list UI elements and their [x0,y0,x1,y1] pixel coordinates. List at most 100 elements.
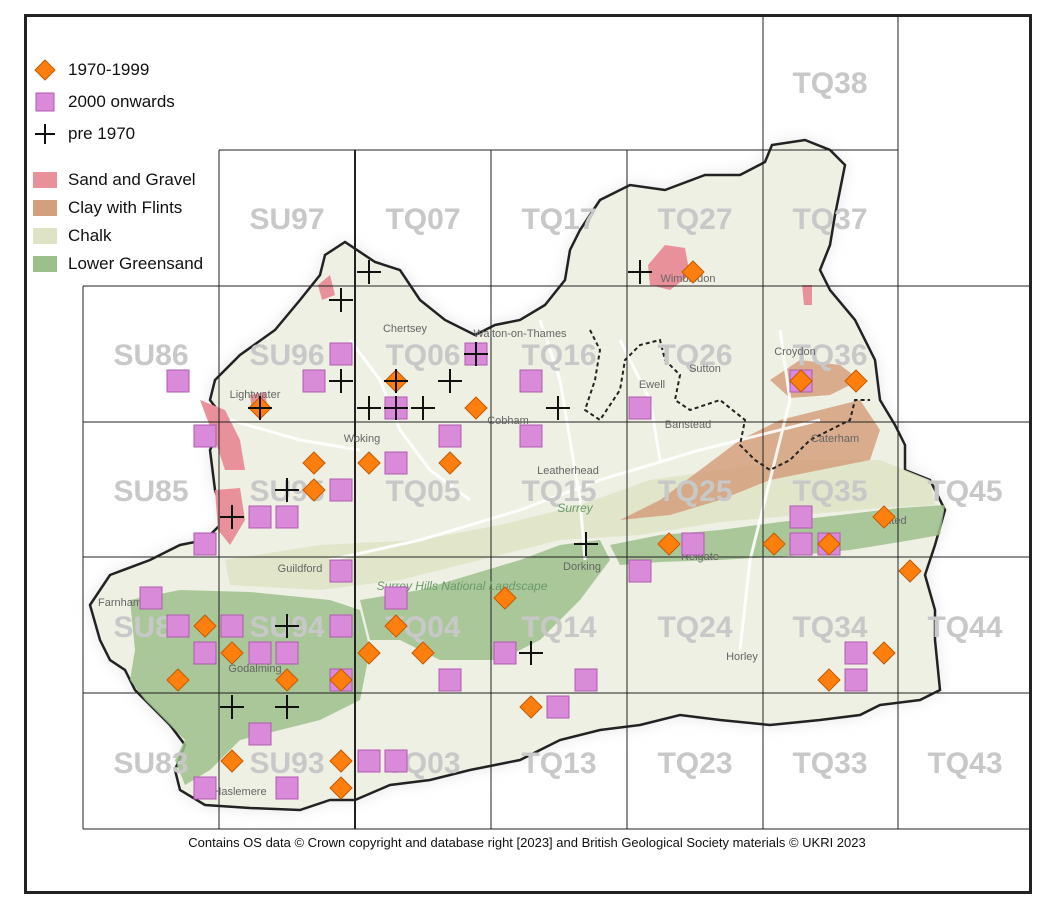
record-1970-1999 [220,749,244,773]
sand-gravel-swatch [32,169,58,191]
legend-label: 2000 onwards [68,92,175,111]
record-1970-1999 [898,559,922,583]
record-2000-onwards [139,586,163,610]
record-1970-1999 [657,532,681,556]
sand-gravel-4 [318,275,335,300]
place-label: Ewell [639,379,665,391]
record-2000-onwards [357,749,381,773]
legend-item-2000-onwards: 2000 onwards [32,86,252,118]
record-pre-1970 [519,641,543,665]
grid-label: SU96 [249,339,324,372]
place-label: Leatherhead [537,465,599,477]
place-label: Horley [726,651,758,663]
lower-greensand-central [360,540,610,660]
record-2000-onwards [329,342,353,366]
record-pre-1970 [411,396,435,420]
record-pre-1970 [275,695,299,719]
record-pre-1970 [220,505,244,529]
record-1970-1999 [357,451,381,475]
record-2000-onwards [546,695,570,719]
grid-label: TQ27 [657,203,732,236]
record-pre-1970 [329,288,353,312]
record-1970-1999 [493,586,517,610]
record-pre-1970 [275,478,299,502]
record-pre-1970 [384,396,408,420]
record-1970-1999 [817,532,841,556]
record-2000-onwards [789,532,813,556]
lower-greensand-swatch [32,253,58,275]
grid-label: TQ37 [792,203,867,236]
record-pre-1970 [275,614,299,638]
clay-with-flints-1 [620,400,880,520]
sand-gravel-5 [802,285,812,305]
record-2000-onwards [844,668,868,692]
records-layer [139,260,922,800]
grid-label: TQ43 [927,747,1002,780]
grid-label: TQ34 [792,611,867,644]
record-2000-onwards [574,668,598,692]
place-label: Caterham [811,433,859,445]
record-2000-onwards [248,505,272,529]
legend-label: Lower Greensand [68,254,204,273]
record-pre-1970 [357,396,381,420]
grid-label: TQ33 [792,747,867,780]
record-2000-onwards [329,478,353,502]
place-label: Haslemere [213,786,266,798]
grid-label: TQ44 [927,611,1002,644]
grid-label: TQ05 [385,475,460,508]
record-2000-onwards [220,614,244,638]
record-2000-onwards [329,614,353,638]
record-2000-onwards [275,505,299,529]
record-2000-onwards [248,722,272,746]
grid-label: SU85 [113,475,188,508]
record-2000-onwards [628,559,652,583]
grid-label: SU97 [249,203,324,236]
record-2000-onwards [519,369,543,393]
record-2000-onwards [789,505,813,529]
place-label: Lightwater [230,389,281,401]
grid-label: TQ14 [521,611,596,644]
sand-gravel-3 [648,245,690,290]
sand-gravel-1 [200,400,245,470]
record-1970-1999 [302,478,326,502]
copyright-credit: Contains OS data © Crown copyright and d… [188,835,866,850]
grid-label: TQ07 [385,203,460,236]
grid-label: TQ06 [385,339,460,372]
record-1970-1999 [166,668,190,692]
record-2000-onwards [384,586,408,610]
record-pre-1970 [574,532,598,556]
record-2000-onwards [166,614,190,638]
record-2000-onwards [193,776,217,800]
legend-item-1970-1999: 1970-1999 [32,54,252,86]
os-grid [82,14,1032,830]
record-2000-onwards [275,776,299,800]
place-label: Cobham [487,415,529,427]
grid-label: SU86 [113,339,188,372]
record-2000-onwards [302,369,326,393]
record-1970-1999 [302,451,326,475]
legend-label: Chalk [68,226,112,245]
place-label: Surrey [557,501,593,515]
record-1970-1999 [519,695,543,719]
road-network [229,319,821,651]
grid-label: TQ38 [792,67,867,100]
legend: 1970-1999 2000 onwards pre 1970 Sand and… [32,54,252,278]
dashed-boundary [583,329,870,472]
legend-item-chalk: Chalk [32,222,252,250]
record-2000-onwards [329,559,353,583]
place-label: Godalming [228,663,281,675]
record-1970-1999 [357,641,381,665]
record-1970-1999 [329,776,353,800]
record-2000-onwards [844,641,868,665]
record-pre-1970 [248,396,272,420]
legend-item-clay-flints: Clay with Flints [32,194,252,222]
record-2000-onwards [628,396,652,420]
place-label: Woking [344,433,380,445]
pink-square-icon [32,91,58,113]
legend-item-sand-gravel: Sand and Gravel [32,166,252,194]
record-2000-onwards [275,641,299,665]
place-label: Walton-on-Thames [473,328,567,340]
place-label: Dorking [563,561,601,573]
place-label: Guildford [278,563,323,575]
